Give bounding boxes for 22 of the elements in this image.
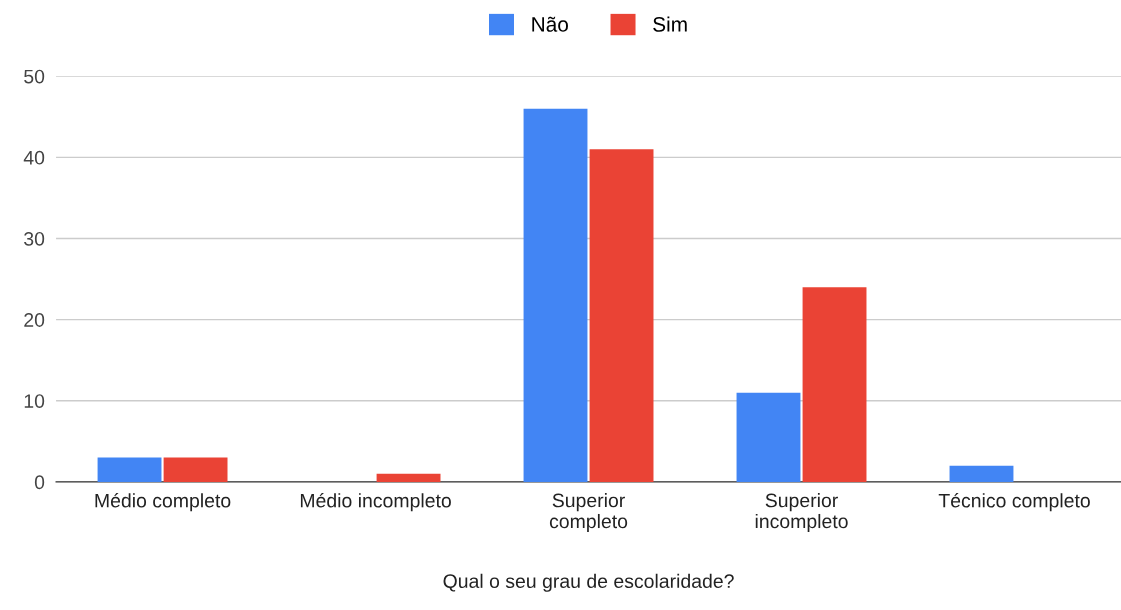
x-tick-label: Superior completo <box>549 493 628 533</box>
x-axis-title: Qual o seu grau de escolaridade? <box>443 573 734 592</box>
x-tick-label: Superior incompleto <box>755 493 848 533</box>
bar <box>949 465 1014 482</box>
x-tick-label: Técnico completo <box>938 493 1090 512</box>
bar <box>163 457 228 482</box>
bar <box>736 392 801 482</box>
bar <box>376 473 441 482</box>
x-tick-label: Médio incompleto <box>300 493 451 512</box>
x-tick-label: Médio completo <box>95 493 231 512</box>
y-tick-label: 40 <box>23 150 45 165</box>
bar <box>589 149 654 482</box>
y-tick-label: 30 <box>24 231 45 246</box>
y-tick-label: 20 <box>24 313 45 327</box>
y-tick-label: 0 <box>34 475 45 490</box>
bar <box>523 108 588 482</box>
legend-label: Não <box>532 16 568 32</box>
y-tick-label: 10 <box>24 394 45 409</box>
legend-label: Sim <box>653 16 687 32</box>
y-tick-label: 50 <box>24 69 45 84</box>
bar <box>802 287 867 482</box>
bar <box>97 457 162 482</box>
